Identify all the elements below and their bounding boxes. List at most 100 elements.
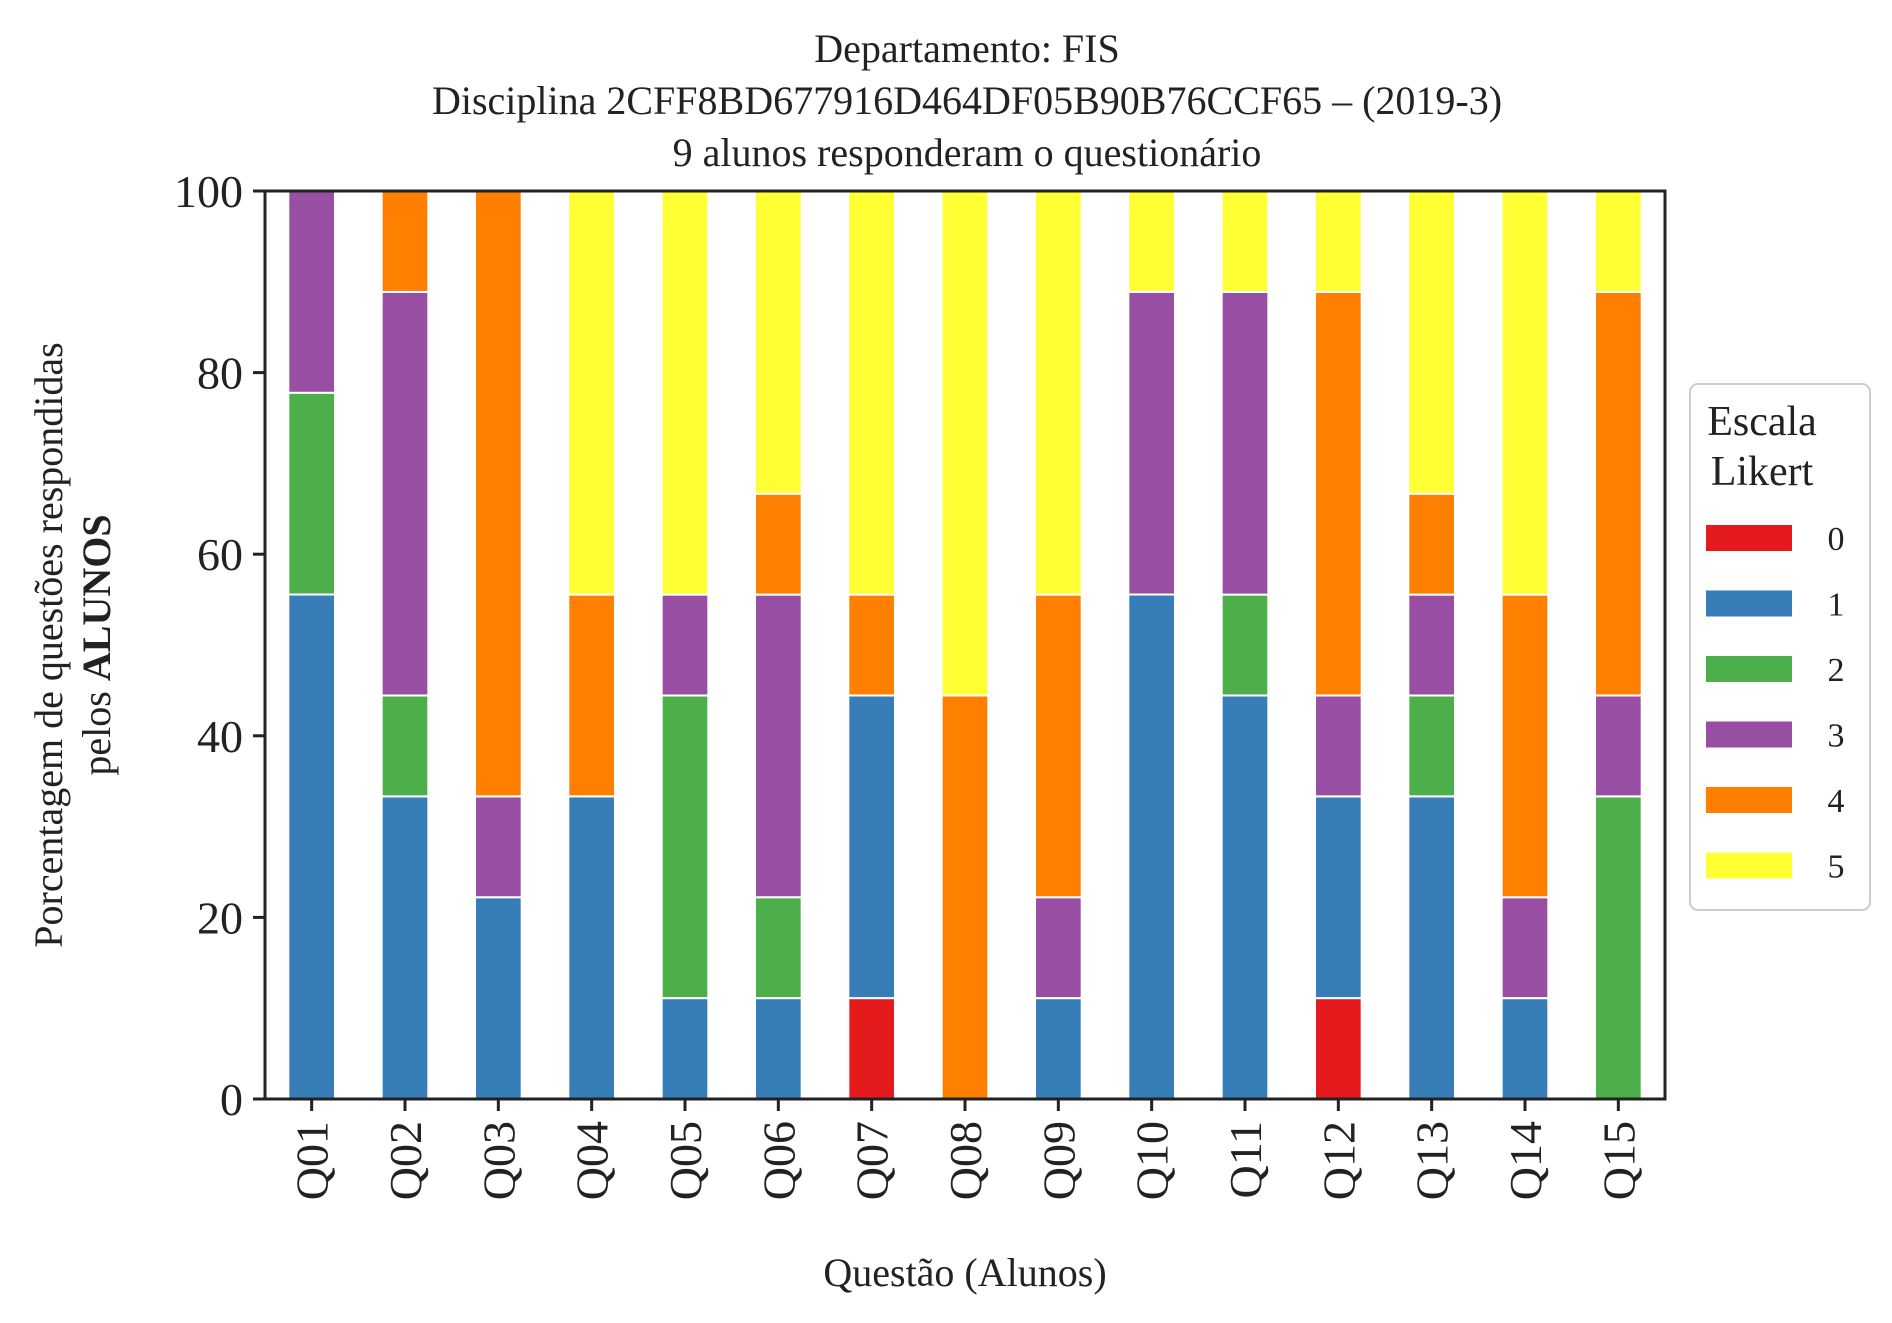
y-axis-label-prefix: pelos (74, 681, 119, 775)
bar-q12-level-3 (1314, 694, 1363, 798)
bar-q09-level-1 (1034, 997, 1083, 1101)
legend-swatch-3 (1706, 721, 1792, 748)
bar-q14-level-5 (1500, 190, 1550, 596)
legend-swatch-2 (1706, 656, 1792, 682)
bar-q05-level-1 (660, 997, 710, 1101)
x-axis-label: Questão (Alunos) (823, 1250, 1106, 1295)
x-tick-label: Q11 (1220, 1121, 1271, 1199)
bar-q09-level-4 (1034, 593, 1083, 899)
bar-q15-level-5 (1594, 190, 1643, 293)
bar-q09-level-5 (1034, 190, 1083, 596)
x-tick-label: Q15 (1593, 1121, 1644, 1200)
bar-q06-level-5 (754, 190, 803, 495)
y-axis-label-bold: ALUNOS (74, 514, 119, 681)
y-tick-label: 60 (197, 529, 243, 580)
y-tick-label: 20 (197, 892, 243, 943)
legend-items: 0 1 2 3 4 5 (1706, 521, 1845, 886)
title-line-2: Disciplina 2CFF8BD677916D464DF05B90B76CC… (432, 78, 1502, 123)
y-axis-ticks: 0 20 40 60 80 100 (174, 166, 265, 1125)
legend-label-4: 4 (1828, 783, 1845, 820)
bar-q12-level-5 (1314, 190, 1363, 293)
bar-q11-level-1 (1220, 694, 1270, 1100)
bar-q10-level-1 (1127, 593, 1177, 1100)
bar-q14-level-1 (1500, 997, 1550, 1101)
bar-q02-level-1 (380, 795, 430, 1100)
bar-q13-level-1 (1407, 795, 1457, 1100)
bar-q06-level-3 (754, 593, 803, 899)
x-tick-label: Q10 (1127, 1121, 1178, 1200)
bar-q02-level-4 (380, 190, 430, 293)
legend-label-1: 1 (1828, 587, 1845, 624)
bar-q14-level-3 (1500, 896, 1550, 1000)
bar-q03-level-1 (474, 896, 523, 1100)
bar-q11-level-2 (1220, 593, 1270, 697)
legend-label-0: 0 (1828, 521, 1845, 558)
bar-q12-level-1 (1314, 795, 1363, 1000)
legend-label-3: 3 (1828, 718, 1845, 755)
bar-q08-level-4 (940, 694, 990, 1100)
bar-q04-level-1 (567, 795, 616, 1100)
bar-q12-level-4 (1314, 290, 1363, 697)
bar-q15-level-3 (1594, 694, 1643, 798)
y-tick-label: 40 (197, 711, 243, 762)
x-tick-label: Q06 (753, 1121, 804, 1200)
legend-label-5: 5 (1828, 849, 1845, 886)
legend-title-line-1: Escala (1707, 399, 1817, 445)
bar-q11-level-5 (1220, 190, 1270, 293)
bar-q09-level-3 (1034, 896, 1083, 1000)
y-tick-label: 100 (174, 166, 243, 217)
legend-frame (1689, 383, 1871, 911)
x-tick-label: Q07 (847, 1121, 898, 1200)
bar-q01-level-2 (287, 391, 337, 596)
bar-q15-level-4 (1594, 290, 1643, 697)
x-tick-label: Q08 (940, 1121, 991, 1200)
legend-swatch-4 (1706, 787, 1792, 813)
y-axis-label: Porcentagem de questões respondidas pelo… (26, 342, 119, 947)
bar-q02-level-3 (380, 290, 430, 697)
x-tick-label: Q12 (1313, 1121, 1364, 1200)
bar-q06-level-1 (754, 997, 803, 1101)
title-line-1: Departamento: FIS (814, 26, 1120, 71)
x-tick-label: Q13 (1407, 1121, 1458, 1200)
legend: Escala Likert 0 1 2 3 4 5 (1689, 383, 1871, 911)
y-tick-label: 80 (197, 348, 243, 399)
y-tick-label: 0 (220, 1074, 243, 1125)
bars-layer (287, 190, 1643, 1101)
x-tick-label: Q05 (660, 1121, 711, 1200)
chart-title: Departamento: FIS Disciplina 2CFF8BD6779… (432, 26, 1502, 175)
bar-q03-level-4 (474, 190, 523, 798)
bar-q06-level-2 (754, 896, 803, 1000)
bar-q12-level-0 (1314, 997, 1363, 1101)
bar-q13-level-4 (1407, 492, 1457, 596)
legend-swatch-5 (1706, 852, 1792, 879)
bar-q13-level-3 (1407, 593, 1457, 697)
x-tick-label: Q14 (1500, 1121, 1551, 1200)
x-tick-label: Q04 (567, 1121, 618, 1200)
bar-q15-level-2 (1594, 795, 1643, 1100)
bar-q07-level-4 (847, 593, 896, 697)
bar-q04-level-5 (567, 190, 616, 596)
x-tick-label: Q02 (380, 1121, 431, 1200)
bar-q13-level-2 (1407, 694, 1457, 798)
x-tick-label: Q03 (473, 1121, 524, 1200)
bar-q05-level-5 (660, 190, 710, 596)
bar-q08-level-5 (940, 190, 990, 697)
bar-q14-level-4 (1500, 593, 1550, 899)
legend-label-2: 2 (1828, 652, 1845, 689)
legend-title-line-2: Likert (1711, 449, 1814, 495)
title-line-3: 9 alunos responderam o questionário (673, 130, 1262, 175)
x-axis-ticks: Q01 Q02 Q03 Q04 Q05 Q06 Q07 Q08 Q09 Q10 Q11 Q12 Q13 Q… (287, 1099, 1644, 1200)
x-tick-label: Q01 (287, 1121, 338, 1200)
bar-q13-level-5 (1407, 190, 1457, 495)
legend-swatch-1 (1706, 590, 1792, 617)
y-axis-label-line-2: pelos ALUNOS (74, 514, 119, 775)
bar-q11-level-3 (1220, 290, 1270, 596)
x-tick-label: Q09 (1033, 1121, 1084, 1200)
bar-q02-level-2 (380, 694, 430, 798)
legend-swatch-0 (1706, 525, 1792, 551)
bar-q01-level-3 (287, 190, 337, 394)
bar-q07-level-5 (847, 190, 896, 596)
bar-q07-level-0 (847, 997, 896, 1101)
bar-q05-level-3 (660, 593, 710, 697)
